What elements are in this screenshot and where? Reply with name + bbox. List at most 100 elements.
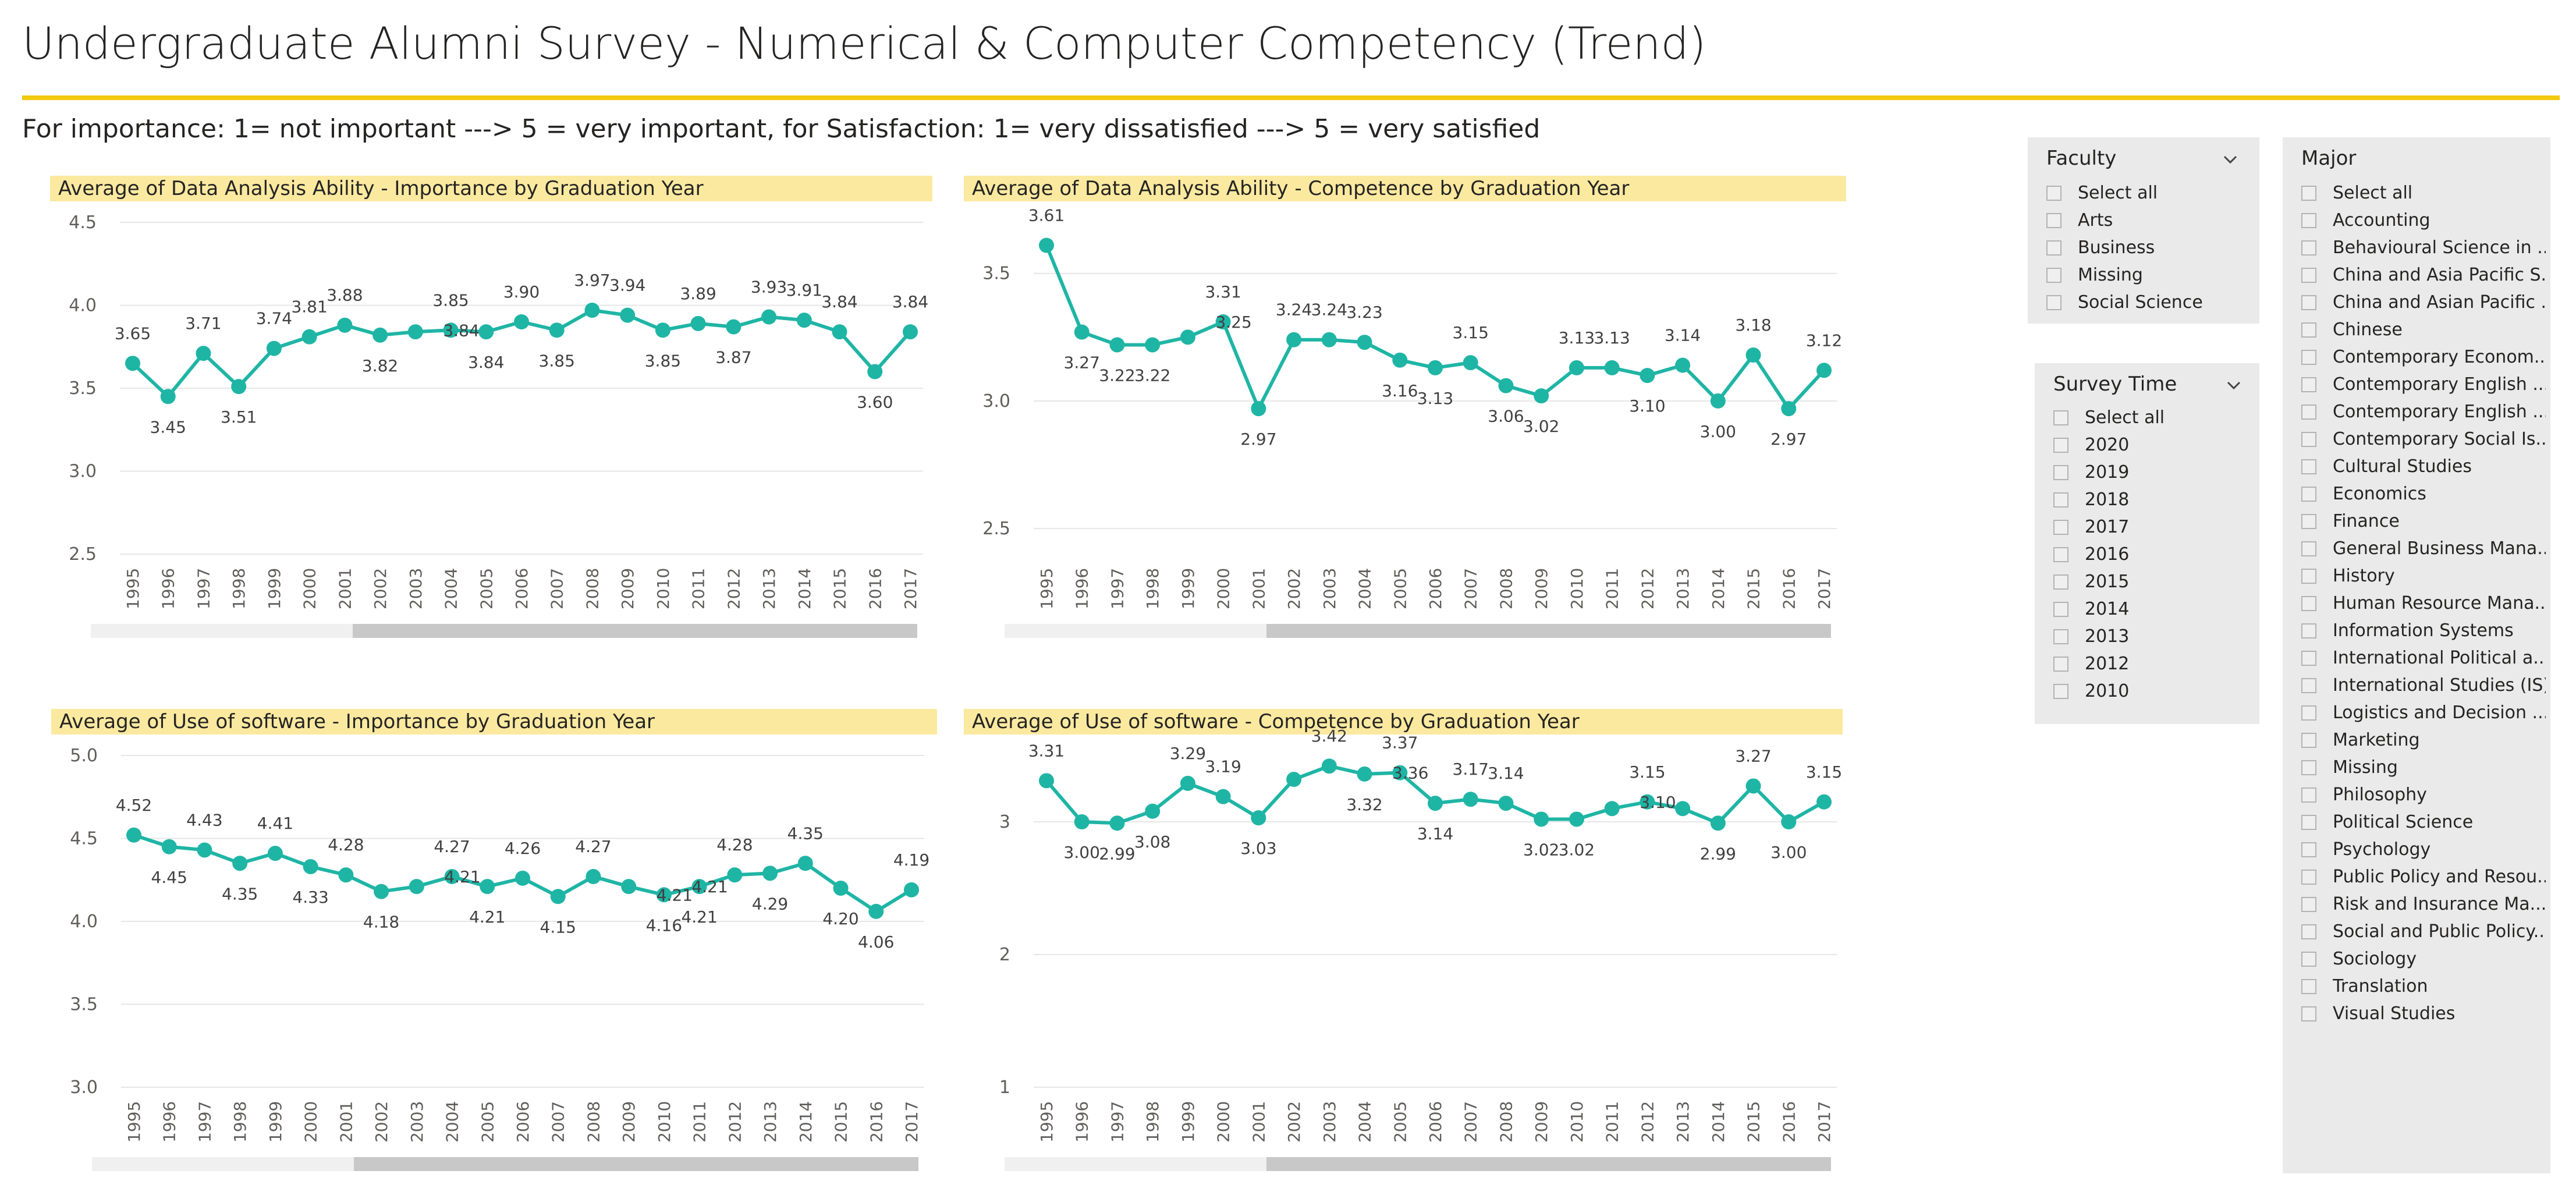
data-point[interactable] xyxy=(833,881,849,896)
checkbox[interactable] xyxy=(2301,267,2316,283)
data-point[interactable] xyxy=(1640,794,1655,810)
slicer-option[interactable]: Missing xyxy=(2301,754,2546,781)
data-point[interactable] xyxy=(160,389,176,405)
data-point[interactable] xyxy=(514,314,529,329)
data-point[interactable] xyxy=(1534,811,1549,827)
data-point[interactable] xyxy=(303,858,318,874)
checkbox[interactable] xyxy=(2301,295,2316,310)
slicer-option[interactable]: Logistics and Decision ... xyxy=(2301,699,2546,726)
slicer-option[interactable]: 2018 xyxy=(2053,486,2165,513)
slicer-option[interactable]: Psychology xyxy=(2301,836,2546,863)
slicer-option[interactable]: Human Resource Mana... xyxy=(2301,590,2546,617)
slicer-option[interactable]: China and Asia Pacific S... xyxy=(2301,261,2546,289)
slicer-option[interactable]: Public Policy and Resou... xyxy=(2301,863,2546,891)
slicer-option[interactable]: Finance xyxy=(2301,508,2546,535)
checkbox[interactable] xyxy=(2053,629,2068,644)
data-point[interactable] xyxy=(586,869,601,885)
data-point[interactable] xyxy=(1286,332,1302,347)
data-point[interactable] xyxy=(443,322,459,338)
checkbox[interactable] xyxy=(2053,656,2068,672)
slicer-option[interactable]: Social and Public Policy... xyxy=(2301,918,2546,945)
checkbox[interactable] xyxy=(2046,185,2061,201)
data-point[interactable] xyxy=(1604,360,1620,375)
data-point[interactable] xyxy=(1710,815,1726,831)
data-point[interactable] xyxy=(1109,337,1125,353)
data-point[interactable] xyxy=(726,319,741,335)
data-point[interactable] xyxy=(126,827,141,843)
data-point[interactable] xyxy=(762,865,778,881)
slicer-option[interactable]: Contemporary Social Is... xyxy=(2301,425,2546,453)
data-point[interactable] xyxy=(1357,766,1372,782)
checkbox[interactable] xyxy=(2053,492,2068,508)
data-point[interactable] xyxy=(903,324,918,340)
slicer-option[interactable]: Select all xyxy=(2053,404,2165,431)
data-point[interactable] xyxy=(1145,337,1161,353)
data-point[interactable] xyxy=(550,889,566,904)
checkbox[interactable] xyxy=(2053,547,2068,562)
chevron-down-icon[interactable] xyxy=(2219,148,2242,171)
slicer-option[interactable]: Risk and Insurance Ma... xyxy=(2301,891,2546,918)
slicer-option[interactable]: 2016 xyxy=(2053,541,2165,568)
data-point[interactable] xyxy=(797,856,813,871)
data-point[interactable] xyxy=(1745,347,1761,363)
slicer-option[interactable]: Contemporary English ... xyxy=(2301,371,2546,398)
slicer-option[interactable]: General Business Mana... xyxy=(2301,535,2546,562)
slicer-option[interactable]: 2015 xyxy=(2053,568,2165,595)
slicer-option[interactable]: Philosophy xyxy=(2301,781,2546,808)
slicer-option[interactable]: Arts xyxy=(2046,207,2203,234)
checkbox[interactable] xyxy=(2301,842,2316,857)
data-point[interactable] xyxy=(1463,355,1478,371)
data-point[interactable] xyxy=(338,867,354,883)
data-point[interactable] xyxy=(727,867,743,883)
data-point[interactable] xyxy=(1392,352,1408,368)
data-point[interactable] xyxy=(1604,801,1620,817)
data-point[interactable] xyxy=(1039,237,1054,253)
checkbox[interactable] xyxy=(2301,787,2316,803)
checkbox[interactable] xyxy=(2301,568,2316,584)
data-point[interactable] xyxy=(1781,814,1797,829)
slicer-option[interactable]: Cultural Studies xyxy=(2301,453,2546,480)
data-point[interactable] xyxy=(1074,814,1090,829)
scrollbar-thumb[interactable] xyxy=(1266,1157,1831,1171)
scrollbar-thumb[interactable] xyxy=(354,1157,918,1171)
data-point[interactable] xyxy=(690,315,706,331)
data-point[interactable] xyxy=(515,870,530,886)
checkbox[interactable] xyxy=(2053,683,2068,699)
data-point[interactable] xyxy=(374,884,389,899)
checkbox[interactable] xyxy=(2301,377,2316,392)
slicer-option[interactable]: Accounting xyxy=(2301,207,2546,234)
slicer-option[interactable]: Marketing xyxy=(2301,726,2546,754)
data-point[interactable] xyxy=(1816,794,1832,810)
slicer-option[interactable]: Chinese xyxy=(2301,316,2546,343)
data-point[interactable] xyxy=(621,879,637,895)
data-point[interactable] xyxy=(904,882,919,897)
data-point[interactable] xyxy=(1109,815,1125,831)
checkbox[interactable] xyxy=(2301,732,2316,748)
checkbox[interactable] xyxy=(2301,541,2316,556)
data-point[interactable] xyxy=(1074,324,1090,340)
data-point[interactable] xyxy=(796,313,812,328)
slicer-option[interactable]: Select all xyxy=(2301,179,2546,207)
checkbox[interactable] xyxy=(2053,464,2068,480)
data-point[interactable] xyxy=(1675,357,1691,373)
data-point[interactable] xyxy=(407,324,423,340)
data-point[interactable] xyxy=(1215,314,1231,329)
checkbox[interactable] xyxy=(2053,601,2068,617)
slicer-option[interactable]: Translation xyxy=(2301,973,2546,1000)
slicer-option[interactable]: History xyxy=(2301,562,2546,590)
checkbox[interactable] xyxy=(2301,896,2316,912)
data-point[interactable] xyxy=(1781,401,1797,417)
data-point[interactable] xyxy=(372,327,388,343)
slicer-option[interactable]: Select all xyxy=(2046,179,2203,207)
data-point[interactable] xyxy=(584,303,600,318)
checkbox[interactable] xyxy=(2301,513,2316,529)
data-point[interactable] xyxy=(480,879,495,895)
checkbox[interactable] xyxy=(2301,404,2316,420)
data-point[interactable] xyxy=(1675,801,1691,817)
checkbox[interactable] xyxy=(2053,574,2068,590)
checkbox[interactable] xyxy=(2301,240,2316,256)
data-point[interactable] xyxy=(1428,796,1443,811)
data-point[interactable] xyxy=(1215,789,1231,804)
data-point[interactable] xyxy=(655,322,670,338)
data-point[interactable] xyxy=(1428,360,1443,375)
